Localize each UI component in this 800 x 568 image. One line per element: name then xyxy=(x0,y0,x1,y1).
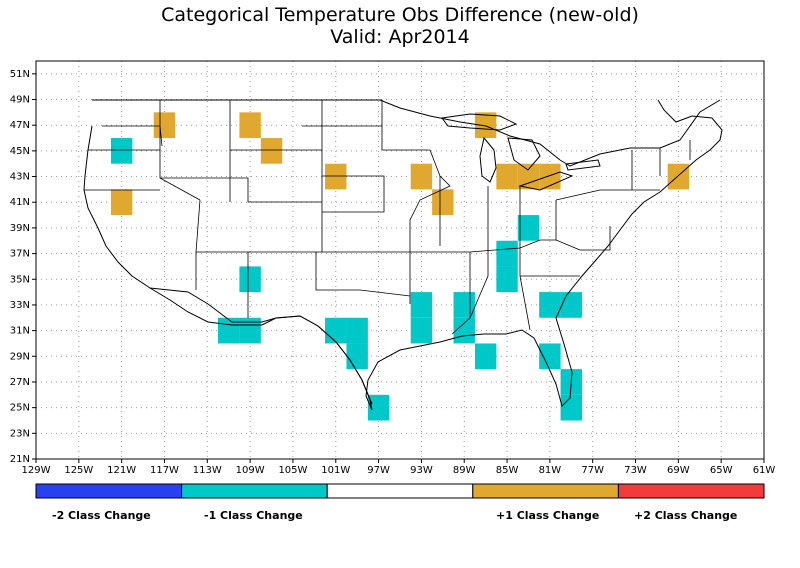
x-tick-label: 121W xyxy=(107,465,136,476)
cell-plus xyxy=(667,163,690,190)
y-tick-label: 31N xyxy=(10,326,30,337)
cell-minus xyxy=(453,317,475,344)
anomaly-cells xyxy=(110,112,690,421)
cell-minus xyxy=(239,266,261,293)
y-tick-label: 25N xyxy=(10,403,30,414)
lake-ontario xyxy=(565,159,601,171)
cell-minus xyxy=(325,317,347,344)
legend-label: -2 Class Change xyxy=(52,509,151,522)
x-tick-label: 113W xyxy=(193,465,222,476)
x-tick-label: 105W xyxy=(278,465,307,476)
cell-minus xyxy=(239,317,261,344)
cell-minus xyxy=(410,317,433,344)
x-tick-label: 77W xyxy=(581,465,604,476)
y-tick-label: 43N xyxy=(10,172,30,183)
cell-minus xyxy=(517,215,540,241)
x-tick-label: 129W xyxy=(22,465,51,476)
graticule xyxy=(36,61,764,459)
legend-swatch xyxy=(472,483,619,499)
y-tick-label: 51N xyxy=(10,69,30,80)
x-tick-label: 81W xyxy=(539,465,562,476)
x-tick-label: 97W xyxy=(367,465,390,476)
x-tick-label: 73W xyxy=(624,465,647,476)
cell-minus xyxy=(410,292,433,318)
legend-colorbar xyxy=(35,483,765,499)
y-tick-label: 35N xyxy=(10,274,30,285)
cell-plus xyxy=(260,138,283,164)
x-tick-label: 93W xyxy=(410,465,433,476)
legend-label: +2 Class Change xyxy=(634,509,738,522)
canada-border xyxy=(92,99,721,167)
cell-plus xyxy=(239,112,261,139)
plot-frame xyxy=(35,60,765,460)
cell-minus xyxy=(367,394,390,421)
y-tick-label: 49N xyxy=(10,95,30,106)
x-tick-label: 65W xyxy=(710,465,733,476)
y-tick-label: 33N xyxy=(10,300,30,311)
cell-plus xyxy=(432,189,454,216)
x-tick-label: 109W xyxy=(236,465,265,476)
cell-minus xyxy=(110,138,133,164)
y-tick-label: 37N xyxy=(10,249,30,260)
cell-minus xyxy=(346,343,368,370)
cell-minus xyxy=(560,394,582,421)
map-title: Categorical Temperature Obs Difference (… xyxy=(0,4,800,48)
x-tick-label: 69W xyxy=(667,465,690,476)
y-tick-label: 45N xyxy=(10,146,30,157)
y-tick-label: 47N xyxy=(10,120,30,131)
cell-minus xyxy=(560,292,582,318)
x-tick-label: 117W xyxy=(150,465,179,476)
cell-plus xyxy=(474,112,497,139)
cell-plus xyxy=(410,163,433,190)
mexico-border xyxy=(149,287,373,405)
cell-plus xyxy=(110,189,133,216)
lake-huron xyxy=(507,137,541,171)
boundary-lines xyxy=(83,99,723,411)
cell-minus xyxy=(539,292,561,318)
cell-plus xyxy=(496,163,518,190)
cell-minus xyxy=(346,317,368,344)
cell-minus xyxy=(474,343,497,370)
x-tick-label: 89W xyxy=(453,465,476,476)
title-line-2: Valid: Apr2014 xyxy=(330,26,470,48)
y-tick-label: 23N xyxy=(10,428,30,439)
legend-swatch xyxy=(35,483,183,499)
x-tick-label: 85W xyxy=(496,465,519,476)
x-tick-label: 101W xyxy=(321,465,350,476)
cell-plus xyxy=(325,163,347,190)
legend-swatch xyxy=(326,483,474,499)
lake-michigan xyxy=(479,136,497,183)
lake-superior xyxy=(441,113,518,131)
title-line-1: Categorical Temperature Obs Difference (… xyxy=(161,4,639,26)
legend-label: -1 Class Change xyxy=(204,509,303,522)
cell-minus xyxy=(453,292,475,318)
cell-minus xyxy=(539,343,561,370)
cell-minus xyxy=(496,240,518,267)
x-tick-label: 125W xyxy=(64,465,93,476)
lake-erie xyxy=(518,171,574,191)
y-tick-label: 41N xyxy=(10,197,30,208)
y-tick-label: 27N xyxy=(10,377,30,388)
state-lines xyxy=(84,99,691,335)
y-tick-label: 21N xyxy=(10,454,30,465)
legend-swatch xyxy=(617,483,765,499)
legend-swatch xyxy=(181,483,328,499)
x-tick-label: 61W xyxy=(753,465,776,476)
y-tick-label: 29N xyxy=(10,351,30,362)
legend-label: +1 Class Change xyxy=(496,509,600,522)
cell-plus xyxy=(517,163,540,190)
cell-minus xyxy=(496,266,518,293)
us-outline xyxy=(83,99,723,411)
y-tick-label: 39N xyxy=(10,223,30,234)
cell-plus xyxy=(153,112,176,139)
axes: 129W 125W 121W 117W 113W 109W 105W 101W 97W 93W 89… xyxy=(10,60,776,476)
